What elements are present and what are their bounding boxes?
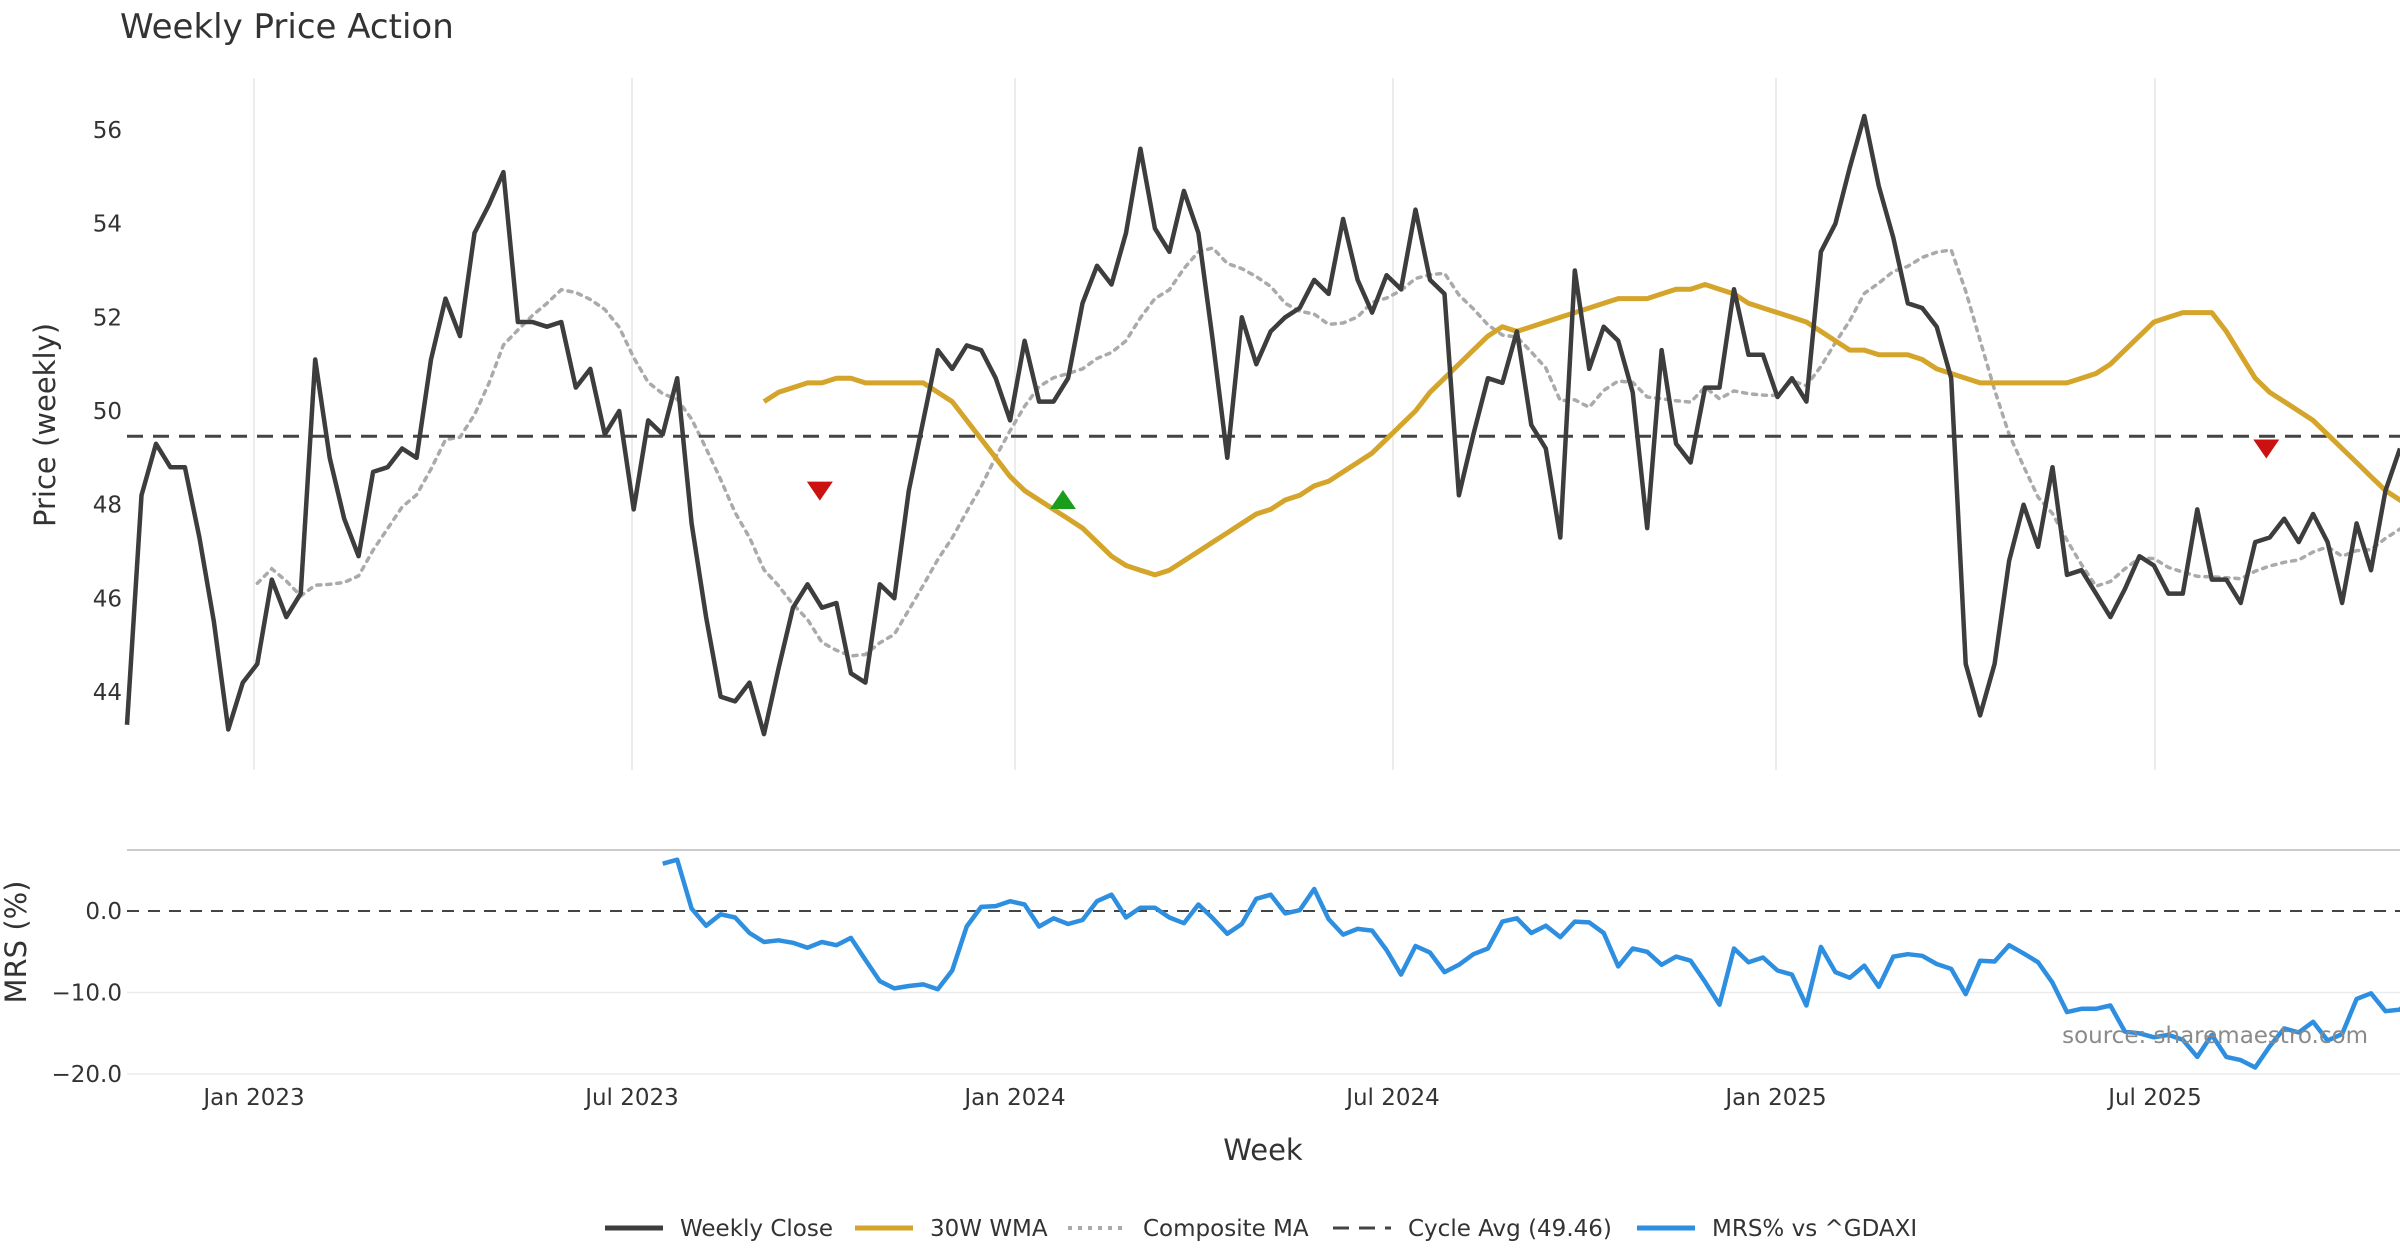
- mrs-y-ticks: −20.0 −10.0 0.0: [52, 899, 122, 1088]
- x-axis-label: Week: [1223, 1133, 1303, 1167]
- price-y-tick-label: 48: [93, 493, 122, 519]
- legend-label: Cycle Avg (49.46): [1408, 1216, 1612, 1242]
- legend-label: Weekly Close: [680, 1216, 833, 1242]
- mrs-y-tick-label: −20.0: [52, 1062, 122, 1088]
- wma-30w-line: [762, 282, 2400, 578]
- price-y-ticks: 44 46 48 50 52 54 56: [93, 118, 122, 706]
- legend-label: MRS% vs ^GDAXI: [1712, 1216, 1917, 1242]
- mrs-y-tick-label: 0.0: [85, 899, 122, 925]
- x-tick-label: Jan 2025: [1723, 1085, 1826, 1111]
- x-axis-ticks: Jan 2023 Jul 2023 Jan 2024 Jul 2024 Jan 2025…: [201, 1085, 2201, 1111]
- price-y-tick-label: 56: [93, 118, 122, 144]
- weekly-close-line: [124, 113, 2400, 737]
- price-y-axis-label: Price (weekly): [28, 323, 62, 527]
- source-credit: source: sharemaestro.com: [2062, 1023, 2368, 1049]
- sell-signal-marker: [2253, 439, 2280, 459]
- vertical-gridlines: [253, 78, 2156, 770]
- mrs-y-axis-label: MRS (%): [0, 881, 33, 1004]
- sell-signal-marker: [806, 481, 833, 501]
- price-y-tick-label: 50: [93, 399, 122, 425]
- legend: Weekly Close 30W WMA Composite MA Cycle Avg…: [605, 1216, 1917, 1242]
- price-y-tick-label: 52: [93, 305, 122, 331]
- x-tick-label: Jul 2023: [583, 1085, 679, 1111]
- mrs-y-tick-label: −10.0: [52, 981, 122, 1007]
- mrs-line: [662, 857, 2400, 1070]
- mrs-lines: [127, 857, 2400, 1075]
- legend-label: 30W WMA: [930, 1216, 1048, 1242]
- x-tick-label: Jan 2024: [962, 1085, 1065, 1111]
- x-tick-label: Jan 2023: [201, 1085, 304, 1111]
- chart-title: Weekly Price Action: [120, 7, 454, 47]
- buy-signal-marker: [1049, 489, 1076, 509]
- x-tick-label: Jul 2025: [2106, 1085, 2202, 1111]
- legend-label: Composite MA: [1143, 1216, 1309, 1242]
- price-y-tick-label: 46: [93, 586, 122, 612]
- composite-ma-line: [255, 246, 2400, 658]
- x-tick-label: Jul 2024: [1344, 1085, 1440, 1111]
- price-y-tick-label: 44: [93, 680, 122, 706]
- signal-markers: [806, 439, 2280, 509]
- price-lines: [124, 113, 2400, 737]
- price-y-tick-label: 54: [93, 212, 122, 238]
